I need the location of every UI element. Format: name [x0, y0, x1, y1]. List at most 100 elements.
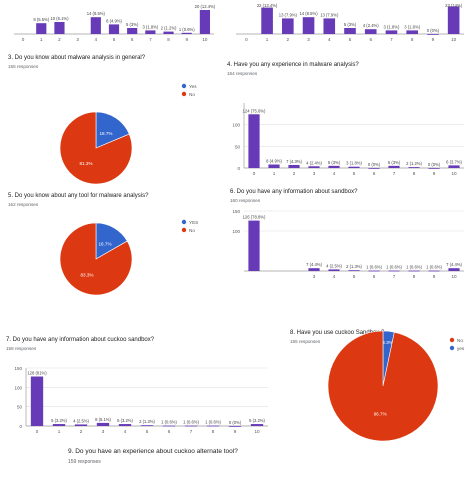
c7-responses: 158 responses — [6, 346, 37, 351]
c4-data-label: 5 (3%) — [328, 160, 341, 165]
c4-data-label: 2 (1.2%) — [406, 161, 422, 166]
c1-xtick-label: 10 — [202, 37, 208, 42]
c7-ytick-label: 50 — [17, 405, 23, 410]
c6-data-label: 126 (78.8%) — [243, 215, 266, 220]
c1-bar — [199, 10, 210, 34]
c2-bar — [427, 34, 439, 35]
c7-bar — [162, 425, 176, 427]
c6-data-label: 4 (2.5%) — [326, 263, 342, 268]
c7-data-label: 2 (1.3%) — [139, 419, 155, 424]
c2-bar — [282, 18, 294, 34]
c6-data-label: 2 (1.3%) — [346, 264, 362, 269]
c2-bar — [344, 28, 356, 34]
c1-data-label: 9 (5.5%) — [33, 17, 49, 22]
c2-data-label: 13 (7.9%) — [320, 12, 339, 17]
c6-xtick-label: 8 — [413, 274, 416, 279]
c1-bar — [145, 30, 156, 34]
c2-bar — [302, 17, 315, 34]
c2-xtick-label: 3 — [307, 37, 310, 42]
c4-xtick-label: 0 — [253, 171, 256, 176]
c3-slice-label: 18.7% — [99, 131, 112, 136]
c6-data-label: 1 (0.6%) — [406, 265, 422, 270]
c7-xtick-label: 2 — [80, 429, 83, 434]
c4-title: 4. Have you any experience in malware an… — [227, 62, 359, 68]
c3-legend-swatch — [181, 91, 187, 97]
c3-slice — [59, 111, 133, 185]
c7-bar — [206, 425, 220, 427]
c4-bar — [308, 166, 320, 168]
c2-data-label: 5 (3%) — [344, 22, 357, 27]
c4-data-label: 6 (3.7%) — [446, 159, 462, 164]
c8-legend-label: yes — [457, 346, 465, 351]
c6-xtick-label: 4 — [333, 274, 336, 279]
c8-legend-swatch — [449, 337, 455, 343]
c4-data-label: 0 (0%) — [428, 162, 441, 167]
c7-ytick-label: 150 — [14, 366, 22, 371]
c6-title: 6. Do you have any information about san… — [230, 189, 358, 195]
c2-data-label: 3 (1.8%) — [384, 24, 400, 29]
c4-data-label: 124 (75.6%) — [243, 108, 266, 113]
c8-slice — [327, 330, 439, 442]
c2-bar — [447, 6, 460, 35]
c7-data-label: 128 (81%) — [27, 371, 47, 376]
c4-ytick-label: 100 — [232, 123, 240, 128]
c5-slice-label: 83.3% — [80, 273, 93, 278]
c2-data-label: 13 (7.9%) — [279, 12, 298, 17]
c3-slice-label: 81.3% — [80, 161, 93, 166]
c4-xtick-label: 9 — [433, 171, 436, 176]
c7-title: 7. Do you have any information about cuc… — [6, 337, 155, 343]
c7-xtick-label: 1 — [58, 429, 61, 434]
c1-data-label: 1 (0.6%) — [179, 27, 195, 32]
c4-xtick-label: 7 — [393, 171, 396, 176]
c1-xtick-label: 8 — [167, 37, 170, 42]
c2-bar — [406, 30, 418, 34]
c6-responses: 160 responses — [230, 198, 261, 203]
c1-data-label: 8 (4.9%) — [106, 18, 122, 23]
c7-bar — [228, 426, 242, 427]
c7-data-label: 1 (0.6%) — [161, 420, 177, 425]
c7-xtick-label: 6 — [168, 429, 171, 434]
c1-bar — [54, 22, 65, 34]
c4-responses: 164 responses — [227, 71, 258, 76]
c7-data-label: 1 (0.6%) — [183, 420, 199, 425]
c6-bar — [248, 220, 260, 271]
c2-xtick-label: 1 — [266, 37, 269, 42]
c2-bar — [323, 18, 336, 34]
c7-xtick-label: 4 — [124, 429, 127, 434]
c2-bar — [385, 30, 398, 34]
c4-xtick-label: 5 — [353, 171, 356, 176]
c6-bar — [388, 270, 400, 272]
c7-bar — [118, 424, 132, 426]
q9-responses: 159 responses — [68, 459, 101, 465]
c1-xtick-label: 5 — [113, 37, 116, 42]
c6-bar — [408, 270, 420, 272]
c1-xtick-label: 2 — [58, 37, 61, 42]
c4-data-label: 5 (3%) — [388, 160, 401, 165]
chart-q6-bar: 6. Do you have any information about san… — [230, 189, 464, 279]
c5-slice-label: 16.7% — [99, 241, 112, 246]
c6-bar — [328, 269, 340, 271]
c1-xtick-label: 7 — [149, 37, 152, 42]
c4-bar — [368, 168, 380, 169]
c1-bar — [127, 28, 138, 34]
c2-xtick-label: 10 — [451, 37, 457, 42]
c6-ytick-label: 100 — [232, 229, 240, 234]
c7-bar — [184, 425, 198, 427]
c2-bar — [364, 29, 377, 34]
c6-data-label: 1 (0.6%) — [386, 265, 402, 270]
c2-data-label: 0 (0%) — [427, 28, 440, 33]
c2-data-label: 14 (8.5%) — [299, 11, 318, 16]
c7-data-label: 1 (0.6%) — [205, 420, 221, 425]
c1-data-label: 10 (6.1%) — [50, 16, 69, 21]
c6-bar — [368, 270, 380, 272]
c7-bar — [250, 424, 264, 426]
c7-bar — [96, 422, 110, 426]
c1-data-label: 5 (3%) — [126, 22, 139, 27]
c4-data-label: 3 (1.8%) — [346, 161, 362, 166]
c6-bar — [428, 270, 440, 272]
c3-slice — [95, 111, 130, 149]
question-9-header: 9. Do you have an experience about cucko… — [68, 448, 238, 465]
c1-data-label: 3 (1.8%) — [142, 24, 158, 29]
c2-xtick-label: 0 — [245, 37, 248, 42]
